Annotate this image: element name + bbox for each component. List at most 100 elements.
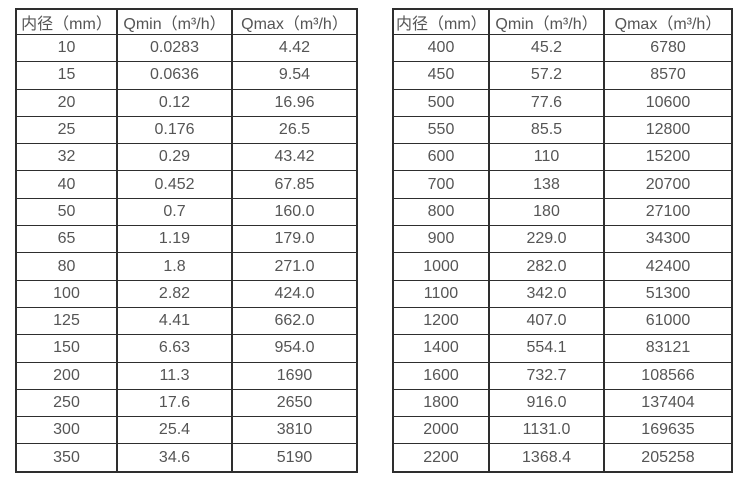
table-cell: 100 (15, 279, 118, 308)
table-cell: 4.42 (231, 33, 358, 63)
table-cell: 108566 (603, 361, 733, 390)
table-row: 250 17.6 2650 (15, 388, 358, 418)
table-row: 15 0.0636 9.54 (15, 61, 358, 90)
table-row: 450 57.2 8570 (392, 61, 733, 90)
col-header-diameter: 内径（mm） (392, 8, 490, 35)
table-cell: 205258 (603, 443, 733, 473)
table-cell: 662.0 (231, 306, 358, 336)
table-row: 700 138 20700 (392, 170, 733, 199)
table-row: 50 0.7 160.0 (15, 197, 358, 227)
table-cell: 424.0 (231, 279, 358, 308)
table-cell: 500 (392, 88, 490, 117)
table-cell: 20700 (603, 170, 733, 199)
table-cell: 80 (15, 252, 118, 281)
table-cell: 77.6 (488, 88, 605, 117)
table-cell: 900 (392, 225, 490, 254)
table-cell: 26.5 (231, 115, 358, 145)
table-cell: 17.6 (116, 388, 233, 418)
table-row: 10 0.0283 4.42 (15, 33, 358, 63)
table-cell: 45.2 (488, 33, 605, 63)
table-cell: 179.0 (231, 225, 358, 254)
header-row: 内径（mm） Qmin（m³/h） Qmax（m³/h） (392, 8, 733, 35)
table-row: 100 2.82 424.0 (15, 279, 358, 308)
table-cell: 160.0 (231, 197, 358, 227)
table-cell: 350 (15, 443, 118, 473)
table-row: 300 25.4 3810 (15, 416, 358, 445)
table-cell: 1.8 (116, 252, 233, 281)
table-cell: 732.7 (488, 361, 605, 390)
table-cell: 2650 (231, 388, 358, 418)
header-row: 内径（mm） Qmin（m³/h） Qmax（m³/h） (15, 8, 358, 35)
table-cell: 138 (488, 170, 605, 199)
table-cell: 554.1 (488, 334, 605, 363)
table-cell: 83121 (603, 334, 733, 363)
table-cell: 34.6 (116, 443, 233, 473)
table-row: 40 0.452 67.85 (15, 170, 358, 199)
table-cell: 32 (15, 143, 118, 172)
table-cell: 10600 (603, 88, 733, 117)
table-row: 80 1.8 271.0 (15, 252, 358, 281)
table-cell: 0.0636 (116, 61, 233, 90)
table-cell: 11.3 (116, 361, 233, 390)
table-cell: 916.0 (488, 388, 605, 418)
table-row: 1100 342.0 51300 (392, 279, 733, 308)
table-body: 400 45.2 6780 450 57.2 8570 500 77.6 10600 550 85.… (392, 33, 733, 473)
table-cell: 1800 (392, 388, 490, 418)
table-body: 10 0.0283 4.42 15 0.0636 9.54 20 0.12 16.96 25 0.1… (15, 33, 358, 473)
table-cell: 1131.0 (488, 416, 605, 445)
table-cell: 2200 (392, 443, 490, 473)
col-header-qmax: Qmax（m³/h） (231, 8, 358, 35)
table-cell: 15 (15, 61, 118, 90)
table-cell: 25 (15, 115, 118, 145)
table-header: 内径（mm） Qmin（m³/h） Qmax（m³/h） (15, 8, 358, 35)
table-row: 20 0.12 16.96 (15, 88, 358, 117)
table-cell: 1600 (392, 361, 490, 390)
table-header: 内径（mm） Qmin（m³/h） Qmax（m³/h） (392, 8, 733, 35)
table-cell: 110 (488, 143, 605, 172)
table-row: 500 77.6 10600 (392, 88, 733, 117)
table-cell: 57.2 (488, 61, 605, 90)
table-cell: 0.452 (116, 170, 233, 199)
table-row: 65 1.19 179.0 (15, 225, 358, 254)
table-cell: 550 (392, 115, 490, 145)
table-cell: 43.42 (231, 143, 358, 172)
table-cell: 180 (488, 197, 605, 227)
table-row: 800 180 27100 (392, 197, 733, 227)
table-row: 25 0.176 26.5 (15, 115, 358, 145)
table-cell: 10 (15, 33, 118, 63)
table-row: 150 6.63 954.0 (15, 334, 358, 363)
table-cell: 16.96 (231, 88, 358, 117)
table-cell: 67.85 (231, 170, 358, 199)
table-row: 350 34.6 5190 (15, 443, 358, 473)
table-cell: 6780 (603, 33, 733, 63)
table-row: 32 0.29 43.42 (15, 143, 358, 172)
table-cell: 1690 (231, 361, 358, 390)
col-header-qmax: Qmax（m³/h） (603, 8, 733, 35)
table-cell: 5190 (231, 443, 358, 473)
table-cell: 300 (15, 416, 118, 445)
table-cell: 229.0 (488, 225, 605, 254)
table-cell: 85.5 (488, 115, 605, 145)
table-cell: 400 (392, 33, 490, 63)
table-cell: 1000 (392, 252, 490, 281)
flow-table-right: 内径（mm） Qmin（m³/h） Qmax（m³/h） 400 45.2 6780… (392, 8, 733, 473)
table-cell: 137404 (603, 388, 733, 418)
table-cell: 0.176 (116, 115, 233, 145)
table-cell: 61000 (603, 306, 733, 336)
table-cell: 2000 (392, 416, 490, 445)
table-cell: 2.82 (116, 279, 233, 308)
table-row: 1600 732.7 108566 (392, 361, 733, 390)
table-cell: 25.4 (116, 416, 233, 445)
table-cell: 407.0 (488, 306, 605, 336)
table-cell: 0.29 (116, 143, 233, 172)
table-row: 2200 1368.4 205258 (392, 443, 733, 473)
table-cell: 51300 (603, 279, 733, 308)
table-row: 600 110 15200 (392, 143, 733, 172)
table-cell: 9.54 (231, 61, 358, 90)
table-cell: 42400 (603, 252, 733, 281)
table-cell: 169635 (603, 416, 733, 445)
table-row: 400 45.2 6780 (392, 33, 733, 63)
table-cell: 6.63 (116, 334, 233, 363)
table-cell: 1.19 (116, 225, 233, 254)
table-cell: 15200 (603, 143, 733, 172)
